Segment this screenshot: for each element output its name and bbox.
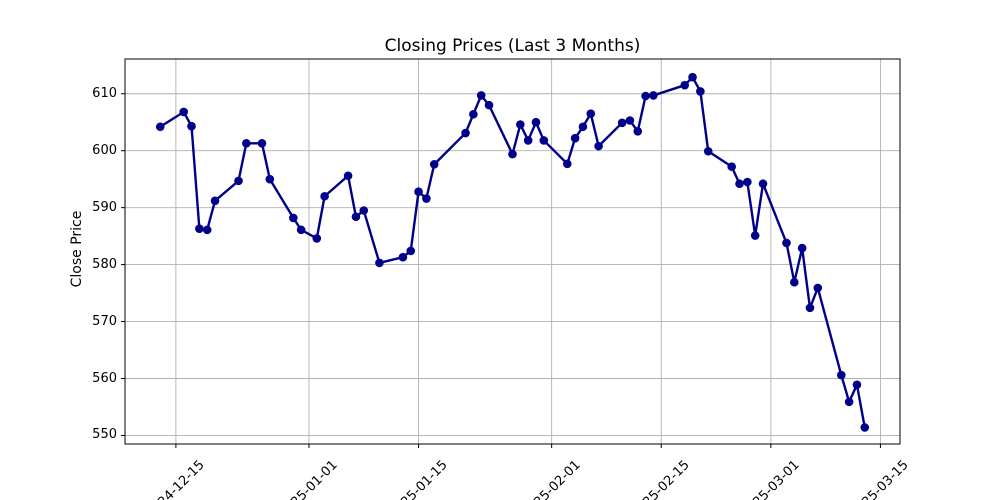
data-point-marker	[539, 136, 549, 145]
y-tick-label: 560	[92, 370, 117, 386]
y-tick-label: 590	[92, 199, 117, 215]
data-point-marker	[359, 206, 369, 215]
data-point-marker	[296, 225, 306, 235]
data-point-marker	[312, 234, 322, 243]
data-point-marker	[523, 136, 533, 145]
data-point-marker	[688, 72, 697, 82]
data-point-marker	[234, 176, 243, 186]
data-point-marker	[617, 118, 627, 128]
data-point-marker	[516, 120, 525, 129]
data-point-marker	[343, 171, 353, 181]
data-point-marker	[633, 127, 643, 136]
data-point-marker	[202, 225, 212, 235]
data-point-marker	[406, 246, 416, 256]
data-point-marker	[351, 212, 361, 222]
data-point-marker	[563, 159, 572, 169]
data-point-marker	[758, 179, 768, 189]
data-point-marker	[242, 138, 251, 148]
data-point-marker	[625, 116, 635, 125]
y-tick-label: 580	[92, 256, 117, 272]
data-point-marker	[790, 277, 799, 287]
price-line	[159, 76, 866, 429]
data-point-marker	[727, 162, 736, 171]
data-point-marker	[179, 107, 189, 117]
chart-title: Closing Prices (Last 3 Months)	[384, 36, 641, 56]
data-point-marker	[187, 121, 196, 131]
y-tick-label: 550	[92, 427, 117, 443]
data-point-marker	[578, 122, 588, 132]
data-point-marker	[805, 303, 815, 313]
data-point-marker	[265, 174, 275, 184]
data-point-marker	[703, 146, 713, 156]
plot-border	[124, 58, 901, 445]
data-point-marker	[375, 258, 384, 268]
data-point-marker	[508, 149, 517, 159]
data-point-marker	[782, 238, 791, 248]
data-point-marker	[641, 91, 650, 101]
data-point-marker	[696, 87, 705, 96]
y-tick-label: 570	[92, 313, 117, 329]
data-point-marker	[155, 122, 165, 132]
data-point-marker	[257, 138, 267, 148]
data-point-marker	[210, 196, 220, 206]
data-point-marker	[484, 100, 494, 110]
data-point-marker	[680, 80, 690, 90]
data-point-marker	[750, 231, 760, 240]
data-point-marker	[570, 133, 580, 143]
data-point-marker	[289, 213, 298, 223]
data-point-marker	[735, 179, 744, 189]
data-point-marker	[743, 177, 752, 187]
y-tick-label: 600	[92, 142, 117, 158]
data-point-marker	[797, 243, 807, 253]
data-point-marker	[813, 283, 823, 293]
data-point-marker	[195, 224, 204, 234]
data-point-marker	[320, 191, 329, 201]
data-point-marker	[586, 109, 596, 118]
data-point-marker	[461, 128, 470, 138]
data-point-marker	[531, 117, 541, 127]
data-point-marker	[860, 423, 870, 432]
data-point-marker	[836, 370, 846, 380]
data-point-marker	[476, 91, 486, 100]
data-point-marker	[429, 160, 439, 169]
data-point-marker	[844, 397, 854, 407]
y-tick-label: 610	[92, 85, 117, 101]
data-point-marker	[469, 109, 478, 119]
data-point-marker	[398, 252, 408, 262]
data-point-marker	[414, 187, 423, 196]
data-point-marker	[422, 194, 431, 203]
data-point-marker	[594, 141, 603, 151]
data-point-marker	[852, 380, 862, 390]
data-point-marker	[649, 91, 658, 100]
